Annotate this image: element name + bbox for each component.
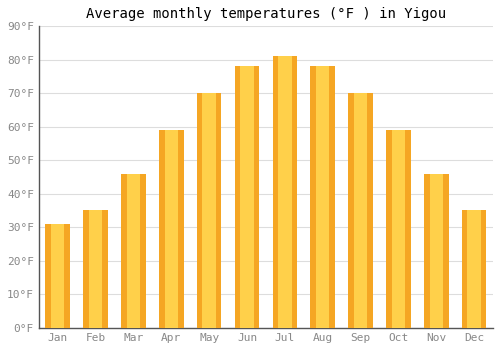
Bar: [126, 174, 140, 328]
Bar: [159, 130, 184, 328]
Bar: [202, 93, 216, 328]
Bar: [348, 93, 373, 328]
Bar: [46, 224, 70, 328]
Bar: [197, 93, 222, 328]
Bar: [51, 224, 64, 328]
Bar: [89, 210, 102, 328]
Bar: [468, 210, 481, 328]
Bar: [240, 66, 254, 328]
Bar: [316, 66, 330, 328]
Bar: [310, 66, 335, 328]
Title: Average monthly temperatures (°F ) in Yigou: Average monthly temperatures (°F ) in Yi…: [86, 7, 446, 21]
Bar: [121, 174, 146, 328]
Bar: [424, 174, 448, 328]
Bar: [164, 130, 178, 328]
Bar: [392, 130, 405, 328]
Bar: [278, 56, 291, 328]
Bar: [430, 174, 443, 328]
Bar: [84, 210, 108, 328]
Bar: [234, 66, 260, 328]
Bar: [354, 93, 368, 328]
Bar: [272, 56, 297, 328]
Bar: [386, 130, 410, 328]
Bar: [462, 210, 486, 328]
